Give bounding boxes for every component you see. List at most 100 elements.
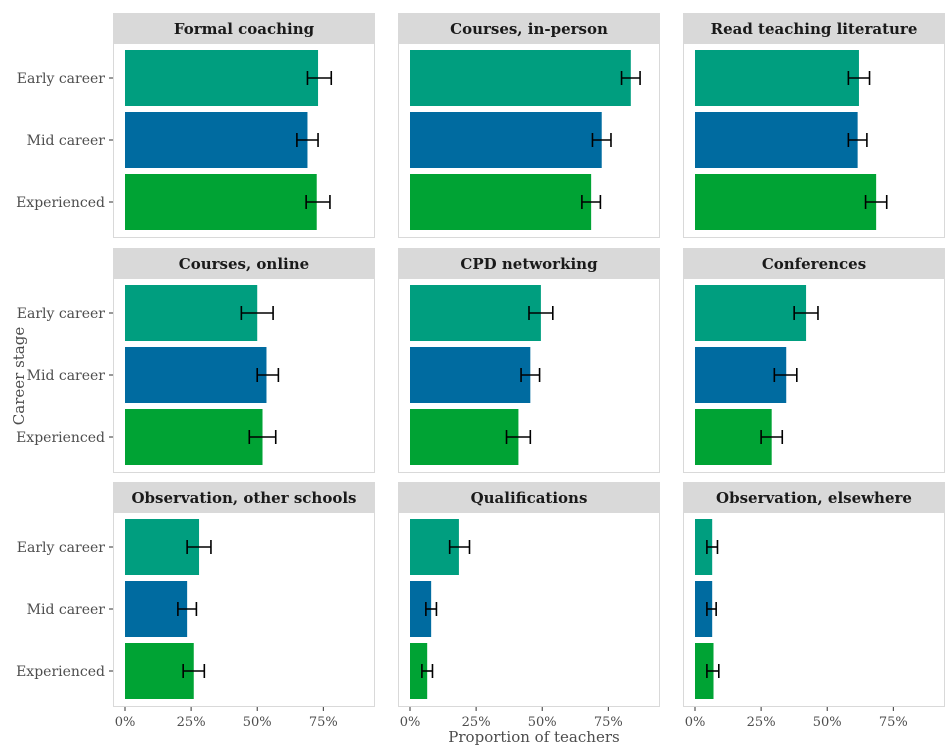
y-tick-label: Mid career bbox=[27, 368, 106, 384]
facet-panel-courses-in-person: Courses, in-person bbox=[398, 13, 660, 238]
facet-title: Observation, other schools bbox=[131, 489, 356, 507]
error-bar bbox=[182, 664, 206, 678]
x-tick-label: 25% bbox=[462, 715, 491, 730]
error-bar bbox=[306, 71, 333, 85]
facet-strip bbox=[113, 248, 375, 278]
facet-strip bbox=[398, 248, 660, 278]
error-bar bbox=[305, 195, 331, 209]
bar-early-career bbox=[695, 285, 807, 341]
bar-mid-career bbox=[695, 581, 713, 637]
error-bar bbox=[706, 540, 719, 554]
error-bar bbox=[620, 71, 641, 85]
error-bar bbox=[425, 602, 438, 616]
facet-panel-formal-coaching: Formal coaching Early career Mid career Exp… bbox=[16, 13, 375, 238]
facet-strip bbox=[683, 13, 945, 43]
error-bar bbox=[760, 430, 784, 444]
facet-panel-observation-other-schools: Observation, other schools Early career Mi… bbox=[16, 482, 375, 730]
error-bar bbox=[248, 430, 277, 444]
x-tick-label: 75% bbox=[309, 715, 338, 730]
facet-title: Qualifications bbox=[471, 489, 588, 507]
facet-panel-qualifications: Qualifications 0% 25% 50% 75% bbox=[398, 482, 660, 730]
facet-panel-observation-elsewhere: Observation, elsewhere 0% 25% 50% 75% bbox=[683, 482, 945, 730]
facet-strip bbox=[398, 482, 660, 512]
error-bar bbox=[240, 306, 274, 320]
bar-mid-career bbox=[695, 347, 787, 403]
error-bar bbox=[421, 664, 434, 678]
error-bar bbox=[177, 602, 198, 616]
bar-experienced bbox=[125, 643, 194, 699]
bar-mid-career bbox=[410, 347, 531, 403]
facet-title: CPD networking bbox=[460, 255, 598, 273]
error-bar bbox=[528, 306, 554, 320]
x-tick-label: 50% bbox=[243, 715, 272, 730]
y-tick-label: Early career bbox=[17, 71, 106, 87]
error-bar bbox=[706, 664, 720, 678]
y-tick-label: Early career bbox=[17, 306, 106, 322]
facet-title: Read teaching literature bbox=[711, 20, 918, 38]
facet-title: Formal coaching bbox=[174, 20, 315, 38]
error-bar bbox=[793, 306, 819, 320]
x-tick-label: 50% bbox=[813, 715, 842, 730]
x-tick-label: 0% bbox=[400, 715, 421, 730]
bar-experienced bbox=[125, 409, 263, 465]
x-tick-label: 25% bbox=[747, 715, 776, 730]
error-bar bbox=[591, 133, 612, 147]
facet-strip bbox=[683, 482, 945, 512]
facet-panel-conferences: Conferences bbox=[683, 248, 945, 473]
x-axis-title: Proportion of teachers bbox=[448, 728, 619, 745]
facet-panel-cpd-networking: CPD networking bbox=[398, 248, 660, 473]
y-tick-label: Experienced bbox=[16, 430, 105, 446]
bar-early-career bbox=[695, 50, 859, 106]
facet-title: Courses, in-person bbox=[450, 20, 608, 38]
x-tick-label: 0% bbox=[115, 715, 136, 730]
error-bar bbox=[186, 540, 212, 554]
error-bar bbox=[505, 430, 532, 444]
error-bar bbox=[706, 602, 717, 616]
bar-early-career bbox=[410, 285, 541, 341]
facet-strip bbox=[113, 482, 375, 512]
error-bar bbox=[864, 195, 888, 209]
bar-experienced bbox=[695, 174, 877, 230]
x-tick-label: 50% bbox=[528, 715, 557, 730]
bar-mid-career bbox=[410, 112, 602, 168]
error-bar bbox=[581, 195, 602, 209]
error-bar bbox=[520, 368, 541, 382]
facet-panel-read-teaching-literature: Read teaching literature bbox=[683, 13, 945, 238]
facet-title: Observation, elsewhere bbox=[716, 489, 912, 507]
error-bar bbox=[256, 368, 280, 382]
error-bar bbox=[847, 71, 871, 85]
bar-experienced bbox=[695, 643, 714, 699]
x-tick-label: 75% bbox=[879, 715, 908, 730]
facet-title: Courses, online bbox=[179, 255, 309, 273]
bar-early-career bbox=[125, 285, 258, 341]
facet-title: Conferences bbox=[762, 255, 866, 273]
bar-mid-career bbox=[410, 581, 432, 637]
y-axis-title: Career stage bbox=[10, 327, 28, 426]
y-tick-label: Experienced bbox=[16, 664, 105, 680]
bar-mid-career bbox=[125, 347, 267, 403]
x-tick-label: 25% bbox=[177, 715, 206, 730]
y-tick-label: Early career bbox=[17, 540, 106, 556]
error-bar bbox=[773, 368, 798, 382]
facet-strip bbox=[683, 248, 945, 278]
x-tick-label: 75% bbox=[594, 715, 623, 730]
x-tick-label: 0% bbox=[685, 715, 706, 730]
facet-strip bbox=[113, 13, 375, 43]
bar-experienced bbox=[410, 643, 428, 699]
bar-mid-career bbox=[125, 581, 188, 637]
error-bar bbox=[296, 133, 319, 147]
bar-early-career bbox=[410, 50, 631, 106]
bar-mid-career bbox=[125, 112, 308, 168]
bar-experienced bbox=[410, 409, 519, 465]
bar-experienced bbox=[410, 174, 592, 230]
bar-early-career bbox=[125, 50, 319, 106]
error-bar bbox=[847, 133, 868, 147]
panel-frame bbox=[683, 512, 945, 707]
bar-experienced bbox=[125, 174, 317, 230]
bar-mid-career bbox=[695, 112, 858, 168]
y-tick-label: Mid career bbox=[27, 133, 106, 149]
bar-early-career bbox=[695, 519, 713, 575]
facet-panel-courses-online: Courses, online Early career Mid career Exp… bbox=[16, 248, 375, 473]
y-tick-label: Mid career bbox=[27, 602, 106, 618]
